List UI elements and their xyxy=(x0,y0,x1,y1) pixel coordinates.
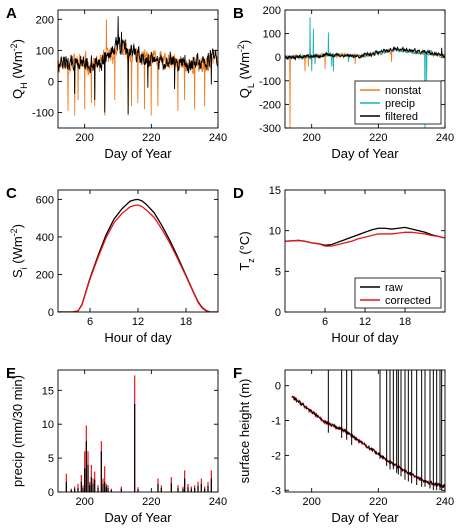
y-tick-label: 15 xyxy=(269,185,281,197)
series-line xyxy=(291,395,445,489)
panel-c: 6 12 18 0 200 400 600 Hour of day Si (Wm-2) C xyxy=(6,185,219,345)
y-tick-label: 400 xyxy=(36,232,54,244)
x-tick-label: 12 xyxy=(132,316,144,328)
x-tick-label: 6 xyxy=(322,316,328,328)
axes-box xyxy=(57,369,219,493)
y-tick-label: 5 xyxy=(48,453,54,465)
x-tick-label: 200 xyxy=(302,132,320,144)
x-axis-label: Day of Year xyxy=(104,146,172,161)
x-tick-label: 240 xyxy=(436,496,454,508)
y-tick-label: 200 xyxy=(263,5,281,17)
y-tick-label: 200 xyxy=(36,14,54,26)
y-tick-label: 0 xyxy=(275,381,281,393)
x-axis-label: Day of Year xyxy=(331,510,399,525)
panel-label: F xyxy=(233,365,242,382)
x-tick-label: 240 xyxy=(436,132,454,144)
plot-area xyxy=(291,370,445,491)
axes-box xyxy=(284,369,446,493)
panel-a: 200 220 240 -100 0 100 200 Day of Year QH (Wm-2)… xyxy=(6,5,227,161)
x-tick-label: 6 xyxy=(87,316,93,328)
y-tick-label: -100 xyxy=(32,107,54,119)
y-tick-label: 0 xyxy=(48,487,54,499)
x-tick-label: 240 xyxy=(209,132,227,144)
panel-e: 200 220 240 0 5 10 15 Day of Year precip (mm/30 … xyxy=(6,365,227,525)
y-tick-label: 10 xyxy=(42,419,54,431)
y-tick-label: 0 xyxy=(48,76,54,88)
y-tick-label: 100 xyxy=(263,29,281,41)
panel-label: D xyxy=(233,185,244,202)
panel-label: B xyxy=(233,5,244,22)
legend-label-raw: raw xyxy=(385,282,403,294)
x-axis-label: Hour of day xyxy=(104,330,172,345)
panel-d: 6 12 18 0 5 10 15 Hour of day Tz (°C) Drawcorrect… xyxy=(233,185,446,345)
plot-area xyxy=(285,226,445,247)
series-line xyxy=(285,231,445,247)
series-line xyxy=(58,19,218,116)
x-axis-label: Day of Year xyxy=(331,146,399,161)
x-axis-label: Day of Year xyxy=(104,510,172,525)
axes-box xyxy=(57,9,219,129)
panel-label: A xyxy=(6,5,17,22)
x-tick-label: 18 xyxy=(399,316,411,328)
y-tick-label: 15 xyxy=(42,385,54,397)
y-tick-label: -3 xyxy=(271,485,281,497)
legend-label-filtered: filtered xyxy=(385,111,418,123)
legend-label-nonstat: nonstat xyxy=(385,85,421,97)
panel-f: 200 220 240 -3 -2 -1 0 Day of Year surface heigh… xyxy=(233,365,454,525)
x-tick-label: 240 xyxy=(209,496,227,508)
panel-label: C xyxy=(6,185,17,202)
x-tick-label: 200 xyxy=(75,132,93,144)
y-tick-label: -200 xyxy=(259,99,281,111)
y-tick-label: -2 xyxy=(271,450,281,462)
y-axis-label: surface height (m) xyxy=(237,379,252,484)
x-tick-label: 220 xyxy=(369,496,387,508)
series-line xyxy=(58,204,218,312)
y-tick-label: 0 xyxy=(48,307,54,319)
x-tick-label: 12 xyxy=(359,316,371,328)
y-tick-label: 0 xyxy=(275,307,281,319)
legend-box xyxy=(354,277,442,309)
x-tick-label: 220 xyxy=(142,496,160,508)
x-tick-label: 220 xyxy=(142,132,160,144)
x-tick-label: 200 xyxy=(302,496,320,508)
plot-area xyxy=(58,16,218,116)
panel-label: E xyxy=(6,365,16,382)
y-axis-label: Si (Wm-2) xyxy=(9,224,29,278)
x-tick-label: 200 xyxy=(75,496,93,508)
y-tick-label: 200 xyxy=(36,269,54,281)
y-axis-label: precip (mm/30 min) xyxy=(10,375,25,487)
series-line xyxy=(285,17,445,128)
legend-label-corrected: corrected xyxy=(385,295,431,307)
y-axis-label: Tz (°C) xyxy=(237,231,256,270)
plot-area xyxy=(65,375,212,492)
series-line xyxy=(58,16,218,115)
x-tick-label: 220 xyxy=(369,132,387,144)
y-tick-label: -300 xyxy=(259,123,281,135)
panel-b: 200 220 240 -300 -200 -100 0 100 200 Day of Year Q… xyxy=(233,5,454,161)
y-axis-label: QH (Wm-2) xyxy=(9,39,29,99)
plot-area xyxy=(285,17,445,128)
plot-area xyxy=(58,198,218,312)
y-axis-label: QL (Wm-2) xyxy=(236,40,256,99)
y-tick-label: 5 xyxy=(275,266,281,278)
legend-label-precip: precip xyxy=(385,98,415,110)
x-tick-label: 18 xyxy=(180,316,192,328)
y-tick-label: 10 xyxy=(269,226,281,238)
y-tick-label: -1 xyxy=(271,416,281,428)
y-tick-label: 100 xyxy=(36,45,54,57)
x-axis-label: Hour of day xyxy=(331,330,399,345)
axes-box xyxy=(284,9,446,129)
y-tick-label: -100 xyxy=(259,76,281,88)
series-line xyxy=(285,45,445,61)
y-tick-label: 600 xyxy=(36,194,54,206)
y-tick-label: 0 xyxy=(275,52,281,64)
